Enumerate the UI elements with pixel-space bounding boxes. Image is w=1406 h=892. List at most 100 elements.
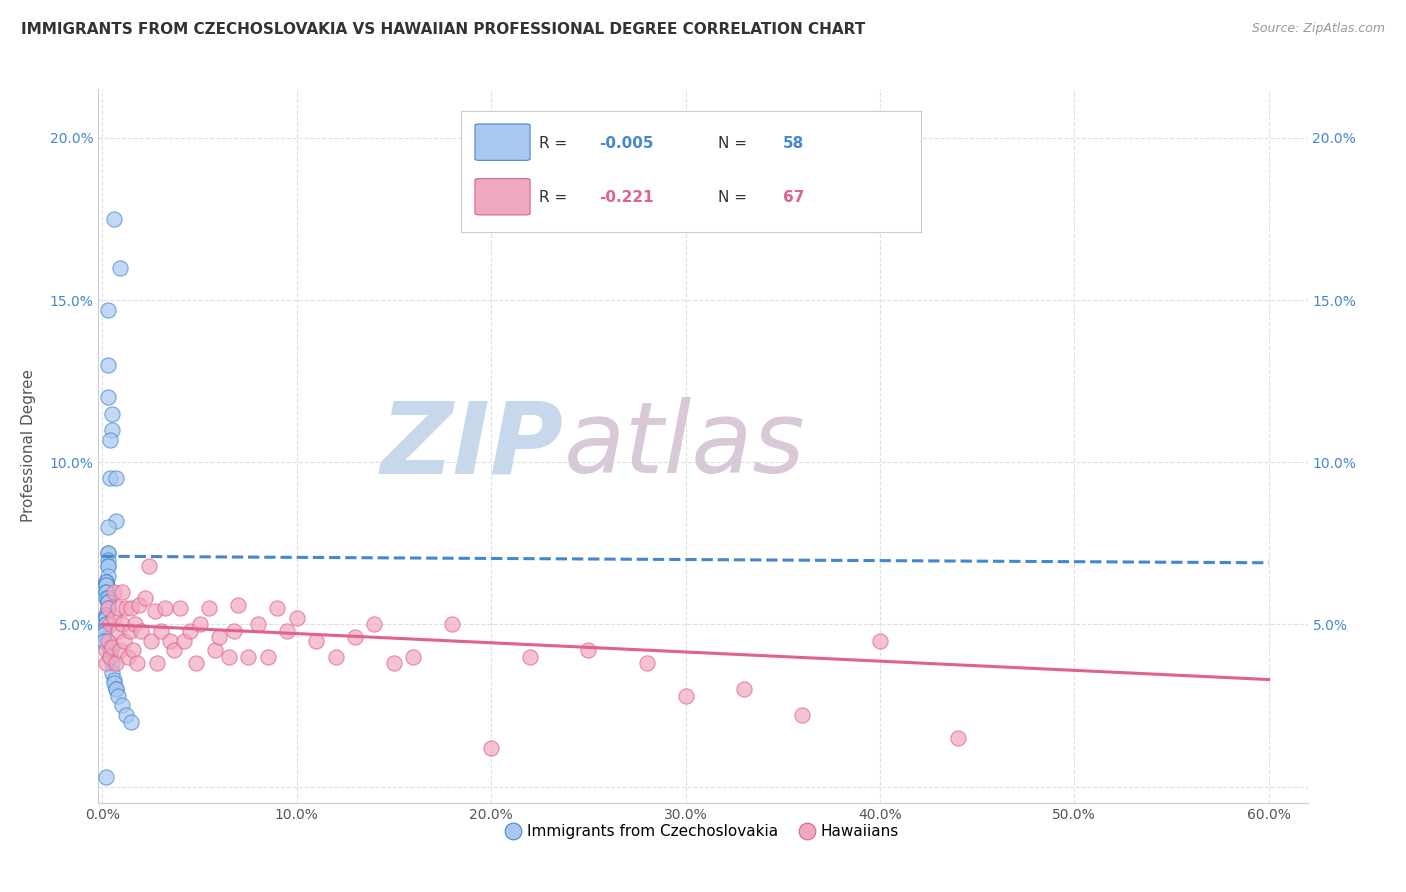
Text: atlas: atlas bbox=[564, 398, 806, 494]
Point bbox=[96, 617, 118, 632]
Point bbox=[93, 627, 115, 641]
Point bbox=[129, 624, 152, 638]
Point bbox=[111, 617, 134, 632]
Point bbox=[101, 640, 124, 654]
Point bbox=[98, 471, 121, 485]
Point bbox=[104, 657, 127, 671]
Point bbox=[946, 731, 969, 745]
Point bbox=[107, 689, 129, 703]
Point bbox=[97, 559, 120, 574]
Point bbox=[96, 575, 118, 590]
Point bbox=[97, 591, 120, 606]
Point bbox=[127, 657, 149, 671]
Point bbox=[97, 302, 120, 317]
Point bbox=[236, 649, 259, 664]
Point bbox=[101, 407, 124, 421]
Point bbox=[179, 624, 201, 638]
Point bbox=[93, 624, 115, 638]
Point bbox=[792, 708, 814, 723]
Point bbox=[98, 617, 121, 632]
Point bbox=[96, 578, 118, 592]
Point bbox=[139, 633, 162, 648]
Point bbox=[97, 552, 120, 566]
Text: Source: ZipAtlas.com: Source: ZipAtlas.com bbox=[1251, 22, 1385, 36]
Point bbox=[103, 611, 125, 625]
Point bbox=[93, 627, 115, 641]
Point bbox=[118, 624, 141, 638]
Point bbox=[104, 682, 127, 697]
Point bbox=[285, 611, 308, 625]
Point bbox=[479, 740, 502, 755]
Point bbox=[101, 666, 124, 681]
Point bbox=[96, 591, 118, 606]
Point bbox=[733, 682, 755, 697]
Point bbox=[93, 633, 115, 648]
Point bbox=[96, 770, 118, 784]
Point bbox=[101, 657, 124, 671]
Point bbox=[97, 601, 120, 615]
Point bbox=[96, 611, 118, 625]
Text: ZIP: ZIP bbox=[381, 398, 564, 494]
Point bbox=[363, 617, 385, 632]
Point bbox=[97, 633, 120, 648]
Point bbox=[149, 624, 172, 638]
Point bbox=[173, 633, 195, 648]
Point bbox=[228, 598, 250, 612]
Point bbox=[188, 617, 211, 632]
Point bbox=[117, 649, 139, 664]
Point bbox=[93, 633, 115, 648]
Point bbox=[169, 601, 191, 615]
Point bbox=[98, 643, 121, 657]
Point bbox=[124, 617, 146, 632]
Point bbox=[114, 708, 136, 723]
Point bbox=[98, 649, 121, 664]
Point bbox=[103, 211, 125, 226]
Point bbox=[869, 633, 891, 648]
Point bbox=[153, 601, 176, 615]
Y-axis label: Professional Degree: Professional Degree bbox=[21, 369, 35, 523]
Point bbox=[204, 643, 226, 657]
Point bbox=[325, 649, 347, 664]
Point bbox=[93, 624, 115, 638]
Point bbox=[145, 657, 167, 671]
Point bbox=[441, 617, 464, 632]
Point bbox=[97, 390, 120, 404]
Point bbox=[112, 633, 135, 648]
Point bbox=[108, 260, 131, 275]
Point bbox=[208, 631, 231, 645]
Point bbox=[675, 689, 697, 703]
Point bbox=[111, 585, 134, 599]
Point bbox=[344, 631, 367, 645]
Point bbox=[198, 601, 221, 615]
Legend: Immigrants from Czechoslovakia, Hawaiians: Immigrants from Czechoslovakia, Hawaiian… bbox=[501, 818, 905, 845]
Point bbox=[256, 649, 278, 664]
Point bbox=[114, 601, 136, 615]
Point bbox=[104, 471, 127, 485]
Point bbox=[98, 640, 121, 654]
Point bbox=[519, 649, 541, 664]
Point bbox=[138, 559, 160, 574]
Point bbox=[97, 546, 120, 560]
Point bbox=[96, 575, 118, 590]
Point bbox=[122, 643, 145, 657]
Point bbox=[184, 657, 207, 671]
Point bbox=[121, 714, 143, 729]
Point bbox=[97, 546, 120, 560]
Point bbox=[97, 601, 120, 615]
Point bbox=[246, 617, 269, 632]
Point bbox=[96, 643, 118, 657]
Point bbox=[96, 575, 118, 590]
Point bbox=[134, 591, 156, 606]
Point bbox=[96, 585, 118, 599]
Point bbox=[103, 673, 125, 687]
Point bbox=[96, 657, 118, 671]
Point bbox=[96, 578, 118, 592]
Point bbox=[224, 624, 246, 638]
Point bbox=[636, 657, 658, 671]
Point bbox=[104, 514, 127, 528]
Point bbox=[96, 607, 118, 622]
Point bbox=[97, 520, 120, 534]
Point bbox=[305, 633, 328, 648]
Point bbox=[402, 649, 425, 664]
Point bbox=[159, 633, 181, 648]
